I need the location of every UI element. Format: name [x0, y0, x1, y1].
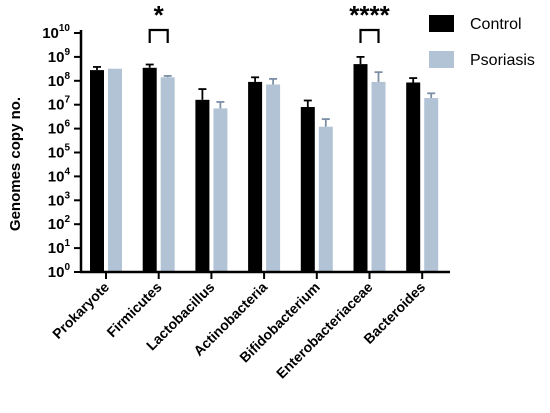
- y-axis-ticks: 100 101 102 103 104 105 106 107 108 109 1010: [42, 23, 81, 281]
- y-tick-label: 104: [48, 166, 71, 185]
- y-tick-label: 109: [48, 47, 71, 66]
- significance-label: *: [154, 0, 165, 30]
- bars: [90, 56, 439, 273]
- y-tick-label: 107: [48, 95, 71, 114]
- bar-control: [353, 64, 368, 272]
- legend: Control Psoriasis: [429, 15, 535, 69]
- y-tick-label: 105: [48, 143, 71, 162]
- bar-control: [406, 82, 421, 273]
- bar-psoriasis: [160, 77, 175, 272]
- x-category-label: Prokaryote: [49, 279, 112, 342]
- x-category-label: Enterobacteriaceae: [273, 279, 376, 382]
- bar-psoriasis: [108, 68, 122, 272]
- bar-control: [195, 99, 210, 272]
- y-tick-label: 100: [48, 262, 71, 281]
- legend-swatch-control: [429, 15, 454, 32]
- bar-control: [142, 67, 157, 272]
- y-tick-label: 102: [48, 214, 71, 233]
- significance-bracket: [359, 28, 380, 43]
- bar-psoriasis: [424, 98, 439, 273]
- significance-bracket: [148, 28, 169, 43]
- significance-label: ****: [349, 0, 390, 30]
- y-tick-label: 106: [48, 119, 71, 138]
- legend-label-psoriasis: Psoriasis: [470, 52, 535, 69]
- y-tick-label: 103: [48, 190, 71, 209]
- y-tick-label: 108: [48, 71, 71, 90]
- y-tick-label: 1010: [42, 23, 70, 42]
- legend-label-control: Control: [470, 16, 522, 33]
- significance-annotations: * ****: [148, 0, 391, 43]
- bar-control: [300, 107, 315, 273]
- bar-control: [90, 70, 104, 273]
- legend-swatch-psoriasis: [429, 51, 454, 68]
- bar-control: [248, 81, 263, 272]
- bar-psoriasis: [371, 81, 386, 272]
- bar-psoriasis: [213, 108, 228, 272]
- bar-psoriasis: [266, 84, 281, 272]
- y-tick-label: 101: [48, 238, 71, 257]
- y-axis-label: Genomes copy no.: [7, 97, 24, 231]
- x-axis-categories: ProkaryoteFirmicutesLactobacillusActinob…: [49, 272, 428, 381]
- bar-psoriasis: [318, 126, 333, 272]
